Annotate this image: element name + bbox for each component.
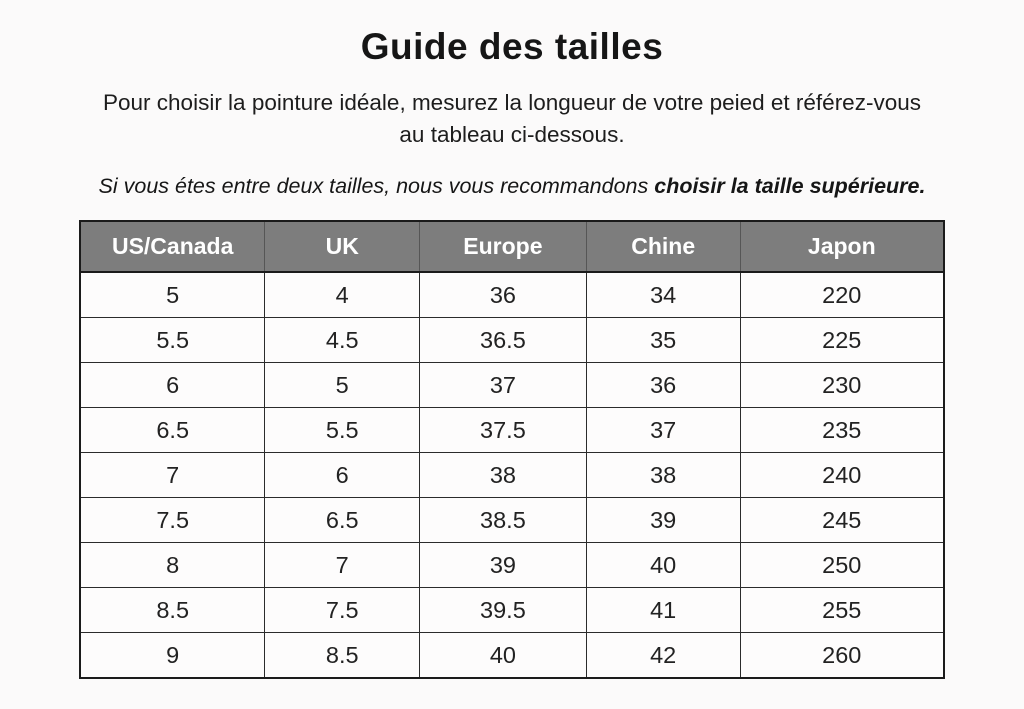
table-row: 7 6 38 38 240 bbox=[79, 452, 945, 498]
size-table-body: 5 4 36 34 220 5.5 4.5 36.5 35 225 6 5 37 36 230 6.5 5.5 3… bbox=[79, 271, 945, 679]
table-cell: 8 bbox=[79, 542, 266, 588]
table-cell: 235 bbox=[739, 407, 945, 453]
table-cell: 230 bbox=[739, 362, 945, 408]
table-cell: 35 bbox=[585, 317, 741, 363]
table-cell: 39.5 bbox=[419, 587, 587, 633]
note-regular: Si vous étes entre deux tailles, nous vo… bbox=[98, 173, 655, 198]
table-cell: 37.5 bbox=[419, 407, 587, 453]
intro-line-2: au tableau ci-dessous. bbox=[399, 122, 625, 147]
table-cell: 7.5 bbox=[264, 587, 421, 633]
header-cell: Japon bbox=[739, 220, 945, 273]
table-cell: 38.5 bbox=[419, 497, 587, 543]
table-cell: 36.5 bbox=[419, 317, 587, 363]
header-cell: Europe bbox=[419, 220, 587, 273]
table-cell: 40 bbox=[419, 632, 587, 679]
note-bold: choisir la taille supérieure. bbox=[654, 173, 926, 198]
intro-text: Pour choisir la pointure idéale, mesurez… bbox=[0, 87, 1024, 151]
table-row: 6.5 5.5 37.5 37 235 bbox=[79, 407, 945, 453]
table-cell: 8.5 bbox=[264, 632, 421, 679]
table-cell: 5.5 bbox=[264, 407, 421, 453]
table-cell: 255 bbox=[739, 587, 945, 633]
table-cell: 260 bbox=[739, 632, 945, 679]
table-cell: 37 bbox=[585, 407, 741, 453]
table-cell: 40 bbox=[585, 542, 741, 588]
size-table: US/Canada UK Europe Chine Japon 5 4 36 34 220 5.5… bbox=[79, 220, 945, 679]
table-cell: 220 bbox=[739, 271, 945, 318]
table-row: 8.5 7.5 39.5 41 255 bbox=[79, 587, 945, 633]
table-cell: 38 bbox=[585, 452, 741, 498]
size-table-header-row: US/Canada UK Europe Chine Japon bbox=[79, 220, 945, 273]
header-cell: UK bbox=[264, 220, 421, 273]
table-cell: 5 bbox=[79, 271, 266, 318]
table-row: 5 4 36 34 220 bbox=[79, 271, 945, 318]
table-cell: 4 bbox=[264, 271, 421, 318]
table-cell: 38 bbox=[419, 452, 587, 498]
table-cell: 37 bbox=[419, 362, 587, 408]
table-row: 7.5 6.5 38.5 39 245 bbox=[79, 497, 945, 543]
note-text: Si vous étes entre deux tailles, nous vo… bbox=[0, 174, 1024, 199]
table-cell: 39 bbox=[419, 542, 587, 588]
table-cell: 7.5 bbox=[79, 497, 266, 543]
table-cell: 250 bbox=[739, 542, 945, 588]
table-cell: 41 bbox=[585, 587, 741, 633]
table-cell: 7 bbox=[79, 452, 266, 498]
table-cell: 8.5 bbox=[79, 587, 266, 633]
table-cell: 4.5 bbox=[264, 317, 421, 363]
table-cell: 6.5 bbox=[79, 407, 266, 453]
intro-line-1: Pour choisir la pointure idéale, mesurez… bbox=[103, 90, 921, 115]
table-row: 6 5 37 36 230 bbox=[79, 362, 945, 408]
table-cell: 225 bbox=[739, 317, 945, 363]
table-cell: 5 bbox=[264, 362, 421, 408]
table-cell: 9 bbox=[79, 632, 266, 679]
table-row: 8 7 39 40 250 bbox=[79, 542, 945, 588]
header-cell: US/Canada bbox=[79, 220, 266, 273]
table-cell: 245 bbox=[739, 497, 945, 543]
header-cell: Chine bbox=[585, 220, 741, 273]
table-cell: 36 bbox=[585, 362, 741, 408]
table-cell: 6.5 bbox=[264, 497, 421, 543]
page-title: Guide des tailles bbox=[360, 26, 664, 67]
table-cell: 7 bbox=[264, 542, 421, 588]
table-cell: 240 bbox=[739, 452, 945, 498]
table-cell: 5.5 bbox=[79, 317, 266, 363]
table-cell: 42 bbox=[585, 632, 741, 679]
table-cell: 36 bbox=[419, 271, 587, 318]
table-row: 9 8.5 40 42 260 bbox=[79, 632, 945, 679]
table-cell: 34 bbox=[585, 271, 741, 318]
table-row: 5.5 4.5 36.5 35 225 bbox=[79, 317, 945, 363]
table-cell: 39 bbox=[585, 497, 741, 543]
table-cell: 6 bbox=[264, 452, 421, 498]
table-cell: 6 bbox=[79, 362, 266, 408]
